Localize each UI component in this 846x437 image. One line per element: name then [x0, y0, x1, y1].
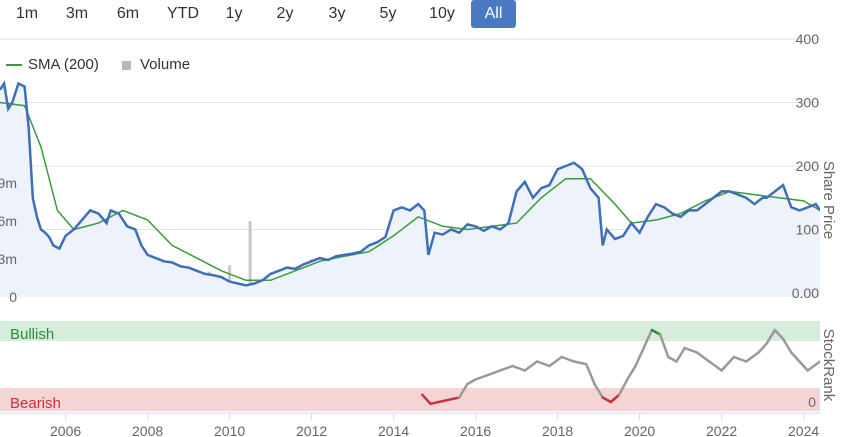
price-tick-label: 0.00 [792, 285, 819, 301]
bearish-zone [0, 388, 820, 411]
stockrank-segment [511, 364, 527, 372]
stockrank-segment [437, 398, 449, 404]
range-button-6m[interactable]: 6m [116, 5, 140, 22]
stockrank-segment [732, 355, 748, 363]
stockrank-segment [609, 393, 621, 404]
stockrank-segment [457, 382, 469, 399]
volume-y-axis: 9m 6m 3m 0 [0, 175, 17, 305]
x-tick-label: 2020 [624, 423, 655, 437]
bearish-label: Bearish [10, 395, 61, 412]
range-button-2y[interactable]: 2y [276, 5, 294, 22]
volume-tick-label: 3m [0, 251, 17, 267]
x-tick-label: 2012 [296, 423, 327, 437]
range-button-all[interactable]: All [471, 0, 516, 28]
stockrank-segment [650, 328, 662, 336]
stockrank-segment [675, 346, 686, 363]
bullish-zone [0, 321, 820, 341]
stockrank-segment [486, 369, 502, 377]
stockrank-segment [523, 360, 539, 372]
stockrank-segment [642, 328, 654, 350]
x-tick-label: 2022 [706, 423, 737, 437]
stockrank-segment [708, 360, 723, 372]
stockrank-segment [535, 360, 551, 368]
stockrank-segment [781, 337, 793, 354]
range-button-3y[interactable]: 3y [328, 5, 346, 22]
stockrank-segment [617, 378, 629, 397]
stockrank-segment [773, 328, 785, 341]
stockrank-segment [806, 360, 820, 372]
stockrank-segment [560, 355, 576, 363]
stockrank-segment [720, 355, 736, 372]
legend-sma[interactable]: SMA (200) [6, 56, 99, 73]
stockrank-segment [757, 342, 768, 354]
volume-square-swatch [122, 60, 131, 70]
price-tick-label: 400 [796, 31, 820, 47]
price-tick-label: 200 [796, 158, 820, 174]
legend-volume[interactable]: Volume [122, 56, 190, 73]
x-tick-label: 2006 [50, 423, 81, 437]
volume-tick-label: 0 [9, 289, 17, 305]
x-tick-label: 2018 [542, 423, 573, 437]
stockrank-segment [683, 346, 699, 354]
stockrank-segment [626, 364, 637, 381]
share-price-axis-title: Share Price [820, 161, 837, 239]
price-tick-label: 100 [796, 222, 820, 238]
x-tick-label: 2014 [378, 423, 409, 437]
stockrank-segment [601, 396, 613, 404]
stockrank-segment [548, 355, 563, 368]
legend-volume-label: Volume [140, 56, 191, 73]
stockrank-line [421, 328, 820, 406]
price-tick-label: 300 [796, 95, 820, 111]
bullish-label: Bullish [10, 326, 54, 343]
x-tick-label: 2024 [788, 423, 819, 437]
x-axis: 2006 2008 2010 2012 2014 2016 2018 2020 2022 2024 [0, 412, 820, 437]
stockrank-axis-title: StockRank [820, 329, 837, 402]
stockrank-segment [798, 360, 809, 372]
range-button-1m[interactable]: 1m [15, 5, 39, 22]
stockrank-segment [585, 362, 596, 386]
stockrank-zero-tick: 0 [808, 394, 816, 410]
stockrank-segment [634, 346, 645, 368]
range-button-5y[interactable]: 5y [379, 5, 397, 22]
sma-line-swatch [6, 64, 22, 67]
legend-sma-label: SMA (200) [28, 56, 99, 73]
stockrank-segment [498, 364, 514, 372]
range-button-1y[interactable]: 1y [225, 5, 243, 22]
x-tick-label: 2008 [132, 423, 163, 437]
stockrank-segment [593, 382, 604, 399]
range-button-10y[interactable]: 10y [429, 5, 455, 22]
volume-bar [248, 221, 252, 297]
stockrank-segment [474, 373, 490, 381]
range-button-ytd[interactable]: YTD [167, 5, 199, 22]
stockrank-panel: Bullish Bearish 0 StockRank [0, 321, 837, 412]
stockrank-segment [790, 351, 801, 363]
price-area-fill [0, 83, 820, 297]
stockrank-segment [466, 378, 477, 386]
price-y-axis: 400 300 200 100 0.00 [792, 31, 819, 301]
stockrank-segment [445, 396, 461, 402]
x-tick-label: 2016 [460, 423, 491, 437]
volume-tick-label: 9m [0, 175, 17, 191]
x-tick-label: 2010 [214, 423, 245, 437]
stockrank-segment [667, 355, 678, 363]
stockrank-segment [765, 328, 777, 345]
volume-tick-label: 6m [0, 213, 17, 229]
stockrank-segment [572, 360, 588, 366]
share-price-line [0, 80, 820, 287]
stockrank-segment [658, 333, 670, 359]
range-button-3m[interactable]: 3m [65, 5, 89, 22]
stockrank-segment [429, 400, 440, 406]
stockrank-segment [744, 351, 760, 363]
stockrank-segment [695, 351, 711, 363]
stockrank-segment [421, 393, 432, 406]
